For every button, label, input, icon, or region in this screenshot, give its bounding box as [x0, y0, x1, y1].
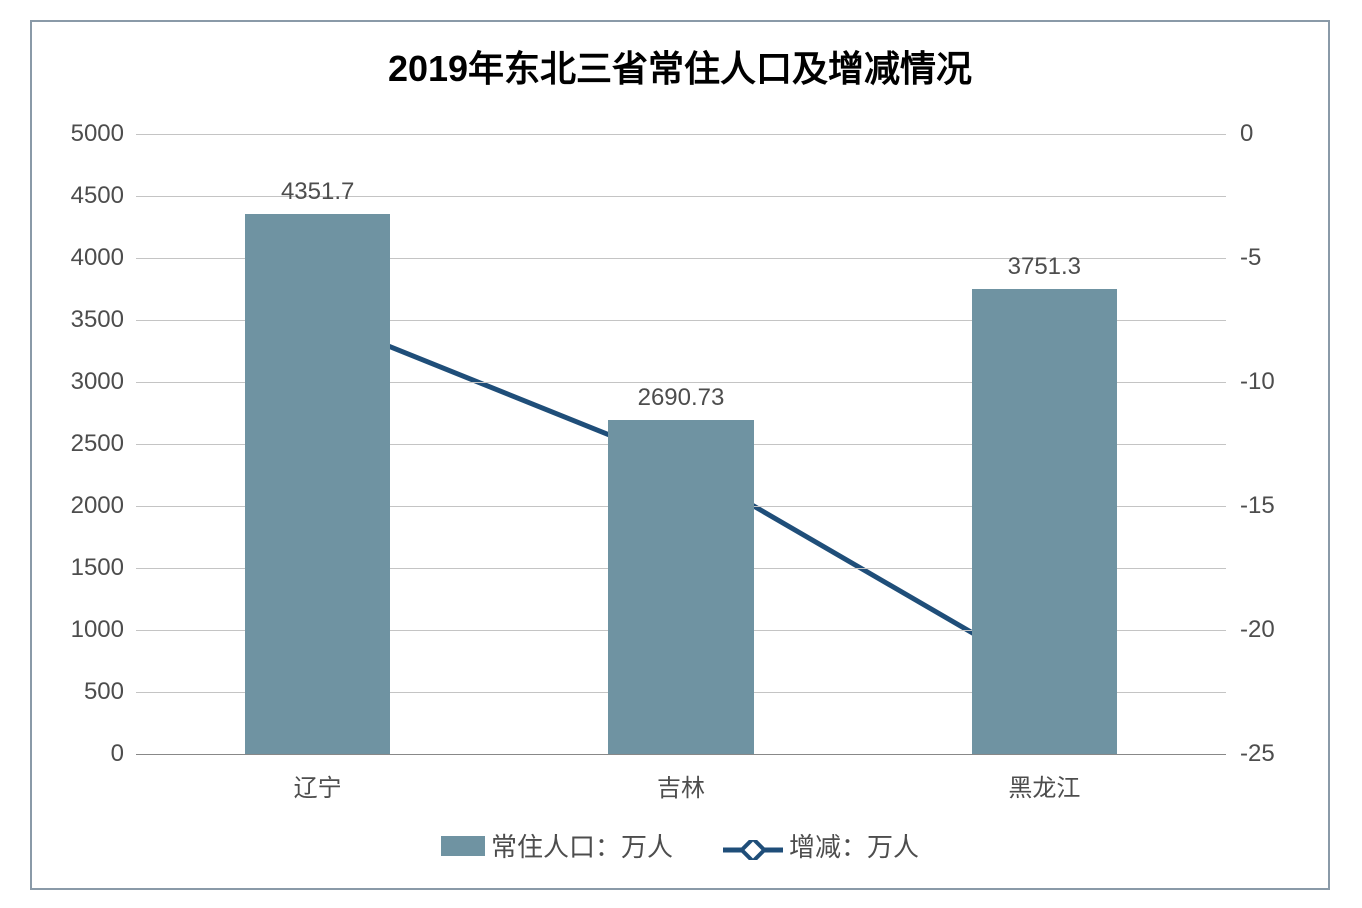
y-left-tick-label: 0 — [44, 740, 124, 768]
category-label: 吉林 — [581, 768, 781, 803]
bar-value-label: 2690.73 — [581, 384, 781, 412]
bar-value-label: 3751.3 — [944, 253, 1144, 281]
legend: 常住人口：万人 增减：万人 — [32, 827, 1328, 864]
y-right-tick-label: 0 — [1240, 120, 1320, 148]
y-right-tick-label: -15 — [1240, 492, 1320, 520]
legend-line-svg — [723, 840, 783, 860]
legend-item-line: 增减：万人 — [723, 827, 919, 864]
y-left-tick-label: 2500 — [44, 430, 124, 458]
gridline — [136, 134, 1226, 135]
plot-area: 0500100015002000250030003500400045005000… — [136, 134, 1226, 754]
y-left-tick-label: 3000 — [44, 368, 124, 396]
y-left-tick-label: 4000 — [44, 244, 124, 272]
bar-value-label: 4351.7 — [218, 178, 418, 206]
y-left-tick-label: 1000 — [44, 616, 124, 644]
legend-line-label: 增减：万人 — [789, 827, 919, 864]
category-label: 黑龙江 — [944, 768, 1144, 803]
legend-bar-label: 常住人口：万人 — [491, 827, 673, 864]
y-left-tick-label: 2000 — [44, 492, 124, 520]
y-left-tick-label: 500 — [44, 678, 124, 706]
category-label: 辽宁 — [218, 768, 418, 803]
y-right-tick-label: -20 — [1240, 616, 1320, 644]
bar — [972, 289, 1117, 754]
legend-item-bar: 常住人口：万人 — [441, 827, 673, 864]
bar — [245, 214, 390, 754]
y-left-tick-label: 1500 — [44, 554, 124, 582]
gridline — [136, 754, 1226, 755]
legend-bar-swatch — [441, 836, 485, 856]
legend-line-swatch — [723, 836, 783, 856]
y-right-tick-label: -10 — [1240, 368, 1320, 396]
bar — [608, 420, 753, 754]
y-left-tick-label: 5000 — [44, 120, 124, 148]
y-right-tick-label: -25 — [1240, 740, 1320, 768]
chart-title: 2019年东北三省常住人口及增减情况 — [32, 40, 1328, 92]
y-left-tick-label: 4500 — [44, 182, 124, 210]
y-right-tick-label: -5 — [1240, 244, 1320, 272]
y-left-tick-label: 3500 — [44, 306, 124, 334]
chart-frame: 2019年东北三省常住人口及增减情况 050010001500200025003… — [30, 20, 1330, 890]
